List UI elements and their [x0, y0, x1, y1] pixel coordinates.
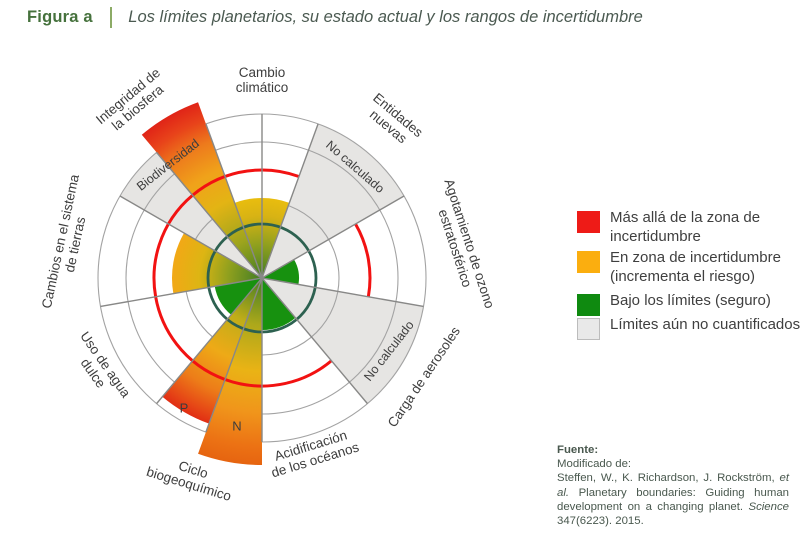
wedge-nitrogeno [198, 278, 262, 465]
source-heading: Fuente: [557, 444, 599, 456]
legend-swatch-red [577, 211, 600, 233]
legend-item-in-uncertainty: En zona de incertidumbre (incrementa el … [577, 249, 781, 286]
figure-title: Los límites planetarios, su estado actua… [128, 8, 643, 26]
wedge-entidades-nuevas [262, 123, 405, 278]
legend-label-not-quantified: Límites aún no cuantificados [610, 316, 801, 333]
wedge-ozono [262, 259, 299, 285]
figure-label: Figura a [27, 8, 93, 26]
sector-divider-320 [156, 151, 263, 279]
legend-swatch-gray [577, 318, 600, 340]
wedge-fosforo [162, 278, 262, 424]
wedge-acidificacion [262, 278, 296, 330]
legend-item-beyond-uncertainty: Más allá de la zona de incertidumbre [577, 209, 760, 246]
sector-divider-100 [261, 277, 424, 308]
source-subheading: Modificado de: [557, 458, 632, 471]
legend-label-in-uncertainty: En zona de incertidumbre (incrementa el … [610, 249, 781, 285]
sector-divider-200 [205, 277, 263, 433]
source-citation: Steffen, W., K. Richardson, J. Rockström… [557, 472, 789, 528]
legend-label-below-limits: Bajo los límites (seguro) [610, 292, 771, 309]
wedge-biosfera-funcional [119, 152, 262, 278]
figure-header: Figura a Los límites planetarios, su est… [27, 7, 643, 28]
sector-divider-340 [205, 123, 263, 279]
legend-label-beyond-uncertainty: Más allá de la zona de incertidumbre [610, 209, 761, 245]
sector-divider-300 [119, 195, 263, 279]
sector-divider-20 [261, 123, 319, 279]
sector-divider-260 [100, 277, 263, 308]
wedge-agua-dulce [214, 278, 262, 315]
source-note: Fuente: Modificado de: Steffen, W., K. R… [557, 443, 789, 528]
uncertainty-boundary-arc-0 [354, 223, 372, 298]
legend-swatch-green [577, 294, 600, 316]
legend-item-not-quantified: Límites aún no cuantificados [577, 316, 800, 340]
wedge-carga-aerosoles [262, 278, 424, 404]
sector-divider-140 [261, 277, 368, 405]
wedge-tierras [172, 233, 262, 294]
sector-divider-60 [261, 195, 405, 279]
header-separator-bar [109, 7, 113, 28]
legend-item-below-limits: Bajo los límites (seguro) [577, 292, 771, 316]
sector-divider-220 [156, 277, 263, 405]
legend-swatch-yellow [577, 251, 600, 273]
